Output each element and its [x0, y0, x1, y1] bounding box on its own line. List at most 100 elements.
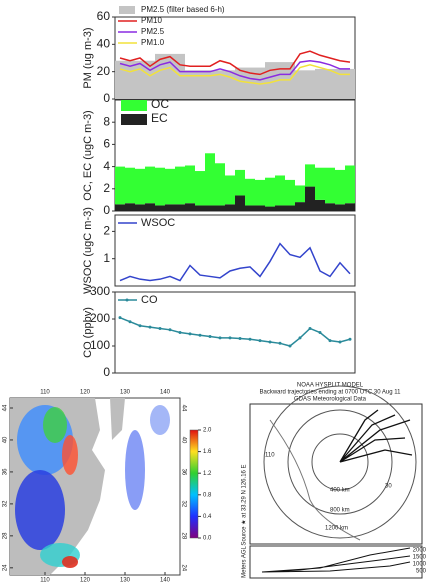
bar-segment [305, 186, 315, 211]
line [119, 316, 351, 347]
bar [225, 70, 235, 99]
bar-segment [155, 205, 165, 211]
bar-segment [215, 163, 225, 206]
bar-segment [225, 204, 235, 211]
bar-segment [345, 165, 355, 204]
bar [125, 60, 135, 99]
bar-segment [325, 167, 335, 204]
legend-label: PM2.5 [141, 27, 165, 36]
bar [215, 70, 225, 99]
bar-segment [165, 168, 175, 205]
bar-segment [145, 203, 155, 211]
bar-segment [185, 165, 195, 204]
bar-segment [275, 175, 285, 206]
bar-segment [285, 205, 295, 211]
bar-segment [245, 205, 255, 211]
map-image [9, 397, 181, 576]
marker [288, 344, 292, 348]
bar-segment [305, 164, 315, 187]
bar-segment [235, 195, 245, 211]
colorbar-tick-label: 0.4 [203, 514, 212, 520]
y-axis-label: WSOC (ugC m-3) [82, 207, 94, 294]
traj-subtitle: Backward trajectories ending at 0700 UTC… [260, 390, 402, 396]
y-tick-label: 36 [3, 468, 9, 475]
marker [238, 336, 242, 340]
bar [345, 68, 355, 99]
x-tick-label: 130 [120, 578, 131, 583]
marker [278, 341, 282, 345]
bar-segment [195, 205, 205, 211]
bar [265, 62, 275, 99]
bar-segment [255, 179, 265, 206]
marker [178, 331, 182, 334]
trajectory-panel: NOAA HYSPLIT MODEL Backward trajectories… [241, 383, 427, 579]
traj-title: NOAA HYSPLIT MODEL [297, 383, 364, 389]
bar-segment [135, 168, 145, 205]
bar-segment [285, 179, 295, 206]
height-label: 1000 [413, 562, 427, 568]
y-tick-label: 36 [180, 469, 186, 476]
bar-segment [295, 185, 305, 203]
bar [135, 60, 145, 99]
y-tick-label: 28 [180, 533, 186, 540]
bar-segment [295, 202, 305, 211]
marker [328, 339, 332, 343]
marker [118, 316, 122, 320]
x-tick-label: 110 [40, 390, 50, 396]
legend-swatch [119, 6, 135, 14]
y-tick-label: 300 [90, 284, 110, 298]
marker [268, 340, 272, 344]
bar [315, 68, 325, 99]
bar-segment [175, 166, 185, 205]
bar-segment [115, 204, 125, 211]
bar [305, 70, 315, 99]
height-label: 2000 [413, 548, 427, 554]
colorbar-tick-label: 1.2 [203, 471, 212, 477]
legend-marker [125, 298, 129, 302]
plot-frame [114, 214, 356, 287]
y-tick-label: 6 [103, 137, 110, 151]
marker [158, 326, 162, 330]
bar [235, 67, 245, 99]
y-tick-label: 0 [103, 203, 110, 217]
marker [188, 332, 192, 336]
marker [218, 336, 222, 340]
y-tick-label: 40 [180, 437, 186, 444]
marker [228, 336, 232, 340]
y-tick-label: 32 [180, 501, 186, 508]
bar-segment [165, 204, 175, 211]
bar-segment [265, 177, 275, 207]
colorbar-tick-label: 0.8 [203, 492, 212, 498]
marker [168, 328, 172, 332]
legend-label: WSOC [141, 217, 175, 229]
bar-segment [115, 166, 125, 205]
marker [338, 340, 342, 344]
legend-label: PM2.5 (filter based 6-h) [141, 5, 225, 14]
bar-segment [125, 167, 135, 204]
y-tick-label: 1 [103, 251, 110, 265]
height-label: 1500 [413, 555, 427, 561]
bar-segment [215, 205, 225, 211]
y-tick-label: 44 [3, 404, 9, 411]
bar [205, 70, 215, 99]
marker [248, 337, 252, 341]
line [119, 64, 350, 85]
bar-segment [185, 203, 195, 211]
bar-segment [325, 203, 335, 211]
y-tick-label: 32 [3, 500, 9, 507]
y-tick-label: 40 [3, 436, 9, 443]
y-axis-label: PM (ug m-3) [82, 27, 94, 88]
marker [148, 325, 152, 329]
colorbar-tick-label: 0.0 [203, 536, 212, 542]
lat-label: 30 [385, 484, 392, 490]
legend-label: EC [151, 111, 168, 125]
legend-swatch [121, 114, 147, 125]
x-tick-label: 120 [80, 578, 91, 583]
bar-segment [225, 175, 235, 205]
y-tick-label: 24 [180, 564, 186, 571]
bar-segment [195, 171, 205, 206]
line [119, 59, 350, 81]
marker [308, 326, 312, 330]
y-tick-label: 100 [90, 338, 110, 352]
